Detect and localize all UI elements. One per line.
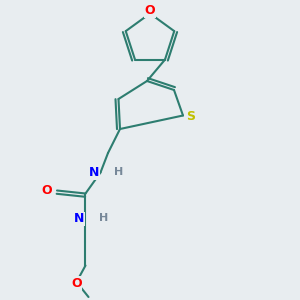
Text: H: H: [99, 213, 108, 224]
Text: N: N: [74, 212, 84, 226]
Text: S: S: [186, 110, 195, 124]
Text: O: O: [145, 4, 155, 17]
Text: O: O: [42, 184, 52, 197]
Text: N: N: [88, 166, 99, 179]
Text: H: H: [114, 167, 123, 177]
Text: O: O: [71, 277, 82, 290]
